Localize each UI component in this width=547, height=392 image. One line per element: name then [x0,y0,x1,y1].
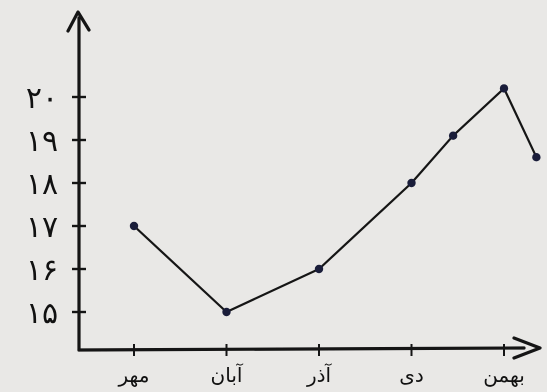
y-ticks: ۱۵ ۱۶ ۱۷ ۱۸ ۱۹ ۲۰ [26,81,86,331]
y-tick-label: ۱۹ [26,124,58,159]
data-point [129,221,139,231]
y-tick-label: ۲۰ [26,81,58,116]
data-point [314,264,324,274]
data-point [407,178,416,188]
y-tick-label: ۱۶ [26,253,58,288]
y-axis-arrow [66,10,91,33]
x-tick-label: آبان [211,362,244,387]
x-ticks: مهرآبانآذردیبهمناسفند [118,344,525,387]
series-line [132,87,538,314]
x-tick-label: مهر [118,363,150,387]
data-point [499,84,509,93]
y-tick-label: ۱۵ [26,296,58,331]
x-tick-label: دی [399,363,424,387]
data-point [222,307,231,317]
data-point [532,153,541,162]
x-tick-label: بهمن [483,363,525,387]
x-tick-label: آذر [306,362,333,387]
y-tick-label: ۱۸ [26,167,58,202]
data-point [448,131,458,140]
data-markers [129,84,541,317]
x-axis-arrow [512,336,542,360]
x-axis [77,346,526,352]
axes [66,10,542,360]
y-tick-label: ۱۷ [26,210,58,245]
